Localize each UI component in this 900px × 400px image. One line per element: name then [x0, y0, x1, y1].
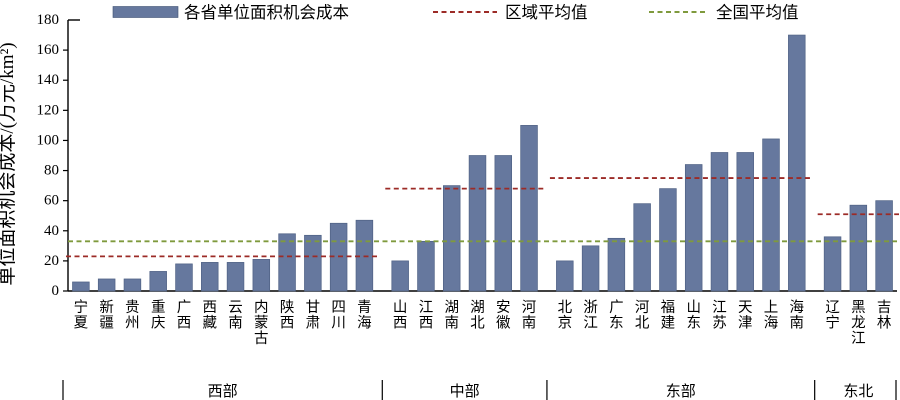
svg-text:海: 海	[790, 299, 805, 316]
svg-text:建: 建	[661, 315, 676, 332]
svg-text:各省单位面积机会成本: 各省单位面积机会成本	[184, 3, 349, 22]
svg-text:160: 160	[37, 42, 60, 58]
svg-text:西: 西	[203, 300, 218, 316]
svg-text:180: 180	[37, 12, 60, 28]
svg-text:黑: 黑	[851, 300, 866, 316]
svg-text:区域平均值: 区域平均值	[505, 3, 588, 22]
svg-text:川: 川	[331, 316, 346, 332]
svg-text:广: 广	[177, 299, 192, 316]
svg-text:青: 青	[357, 299, 372, 316]
svg-text:京: 京	[558, 315, 573, 332]
svg-text:北: 北	[558, 299, 573, 316]
svg-text:20: 20	[44, 253, 59, 269]
svg-text:140: 140	[37, 72, 60, 88]
svg-text:南: 南	[790, 315, 805, 332]
svg-text:陕: 陕	[280, 299, 295, 316]
svg-text:徽: 徽	[496, 315, 511, 332]
svg-text:120: 120	[37, 102, 60, 118]
svg-text:西: 西	[419, 316, 434, 332]
svg-text:龙: 龙	[851, 315, 866, 332]
svg-text:上: 上	[764, 299, 779, 316]
svg-text:广: 广	[609, 299, 624, 316]
svg-text:南: 南	[228, 315, 243, 332]
svg-text:西部: 西部	[208, 383, 238, 400]
svg-text:苏: 苏	[712, 315, 727, 332]
svg-text:海: 海	[764, 315, 779, 332]
svg-text:吉: 吉	[877, 299, 892, 316]
svg-text:河: 河	[522, 299, 537, 316]
svg-text:林: 林	[877, 315, 892, 332]
svg-text:北: 北	[635, 315, 650, 332]
svg-text:辽: 辽	[825, 299, 840, 316]
svg-text:江: 江	[712, 299, 727, 316]
svg-text:西: 西	[393, 316, 408, 332]
svg-text:海: 海	[357, 315, 372, 332]
svg-text:东北: 东北	[843, 383, 873, 400]
svg-text:贵: 贵	[125, 299, 140, 316]
svg-text:肃: 肃	[306, 315, 321, 332]
svg-text:80: 80	[44, 163, 59, 179]
svg-text:古: 古	[254, 330, 269, 347]
svg-text:西: 西	[177, 316, 192, 332]
svg-text:天: 天	[738, 300, 753, 316]
svg-text:60: 60	[44, 193, 59, 209]
svg-text:州: 州	[125, 316, 140, 332]
svg-text:津: 津	[738, 315, 753, 332]
svg-text:蒙: 蒙	[254, 315, 269, 332]
svg-text:北: 北	[470, 315, 485, 332]
svg-text:0: 0	[52, 283, 60, 299]
svg-text:疆: 疆	[99, 316, 114, 332]
svg-text:福: 福	[661, 299, 676, 316]
svg-text:安: 安	[496, 299, 511, 316]
svg-text:全国平均值: 全国平均值	[716, 3, 799, 22]
svg-text:重: 重	[151, 299, 166, 316]
svg-text:南: 南	[522, 315, 537, 332]
svg-text:夏: 夏	[74, 316, 89, 332]
svg-text:云: 云	[228, 300, 243, 316]
svg-text:江: 江	[851, 330, 866, 347]
svg-text:甘: 甘	[306, 299, 321, 316]
svg-text:浙: 浙	[583, 299, 598, 316]
svg-text:新: 新	[99, 299, 114, 316]
svg-text:江: 江	[419, 299, 434, 316]
svg-text:东: 东	[686, 315, 701, 332]
svg-text:四: 四	[331, 300, 346, 316]
svg-text:湖: 湖	[444, 299, 459, 316]
svg-text:宁: 宁	[74, 299, 89, 316]
svg-text:南: 南	[444, 315, 459, 332]
svg-text:40: 40	[44, 223, 59, 239]
svg-text:东: 东	[609, 315, 624, 332]
svg-text:内: 内	[254, 299, 269, 316]
svg-text:100: 100	[37, 132, 60, 148]
svg-text:山: 山	[393, 299, 408, 316]
svg-text:东部: 东部	[666, 383, 696, 400]
svg-text:湖: 湖	[470, 299, 485, 316]
svg-text:山: 山	[686, 299, 701, 316]
svg-text:藏: 藏	[203, 315, 218, 332]
svg-text:西: 西	[280, 316, 295, 332]
svg-text:中部: 中部	[450, 383, 480, 400]
svg-text:单位面积机会成本/(万元/km²): 单位面积机会成本/(万元/km²)	[0, 42, 18, 285]
svg-text:河: 河	[635, 299, 650, 316]
svg-text:宁: 宁	[825, 315, 840, 332]
svg-text:庆: 庆	[151, 315, 166, 332]
svg-text:江: 江	[583, 315, 598, 332]
